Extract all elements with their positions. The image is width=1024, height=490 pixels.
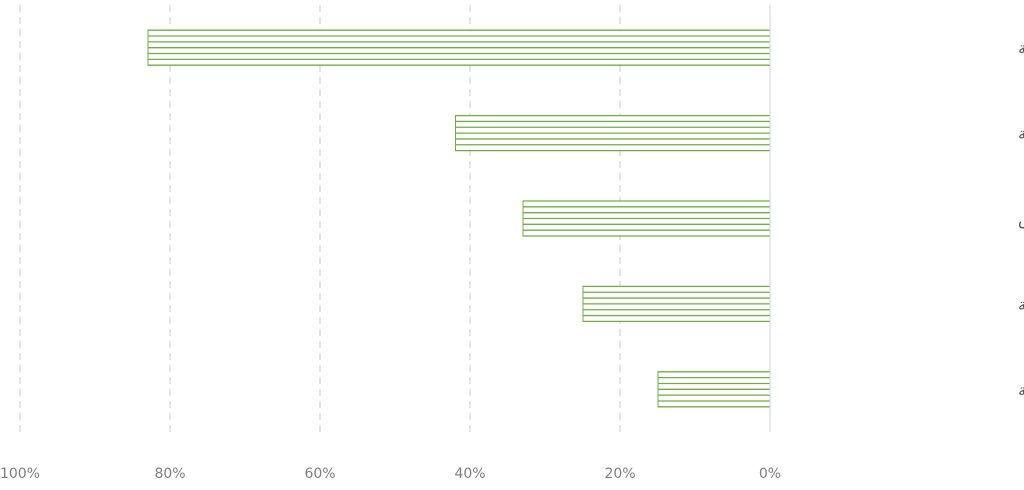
bar xyxy=(582,285,770,323)
bar xyxy=(147,29,770,66)
x-tick-label: 80% xyxy=(154,466,185,482)
bars xyxy=(147,29,770,408)
category-label: تقليل وقت الفحص xyxy=(1018,210,1024,230)
bar xyxy=(455,114,770,152)
category-labels: زيادة أوقات الاستجابة التشغيلية تحسين الم… xyxy=(1018,38,1024,401)
category-label: زيادة أوقات الاستجابة التشغيلية xyxy=(1018,38,1024,59)
x-tick-label: 60% xyxy=(304,466,335,482)
category-label: تحسين الموثوقية xyxy=(1018,124,1024,144)
x-axis-tick-labels: 0% 20% 40% 60% 80% 100% xyxy=(0,466,781,482)
x-tick-label: 20% xyxy=(604,466,635,482)
x-tick-label: 0% xyxy=(759,466,781,482)
x-tick-label: 40% xyxy=(454,466,485,482)
bar xyxy=(522,200,770,237)
x-tick-label: 100% xyxy=(0,466,40,482)
bar xyxy=(657,371,770,408)
category-label: تقليل استهلاك الطاقة xyxy=(1018,380,1024,400)
category-label: تخفيض تكاليف الصيانة xyxy=(1018,295,1024,315)
